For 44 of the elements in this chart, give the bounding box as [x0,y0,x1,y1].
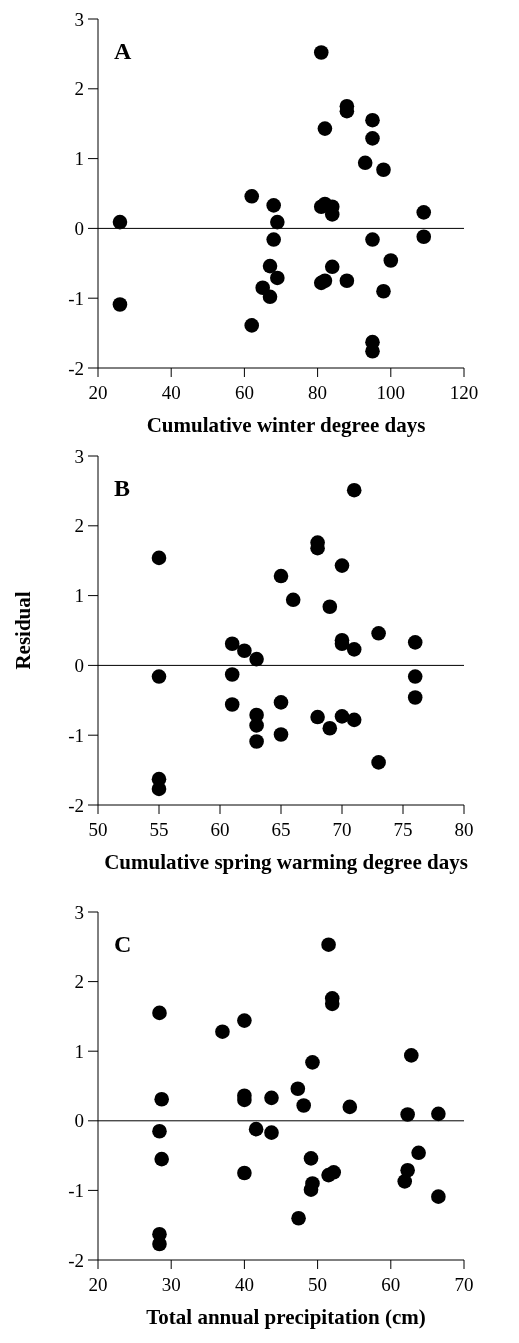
y-tick-label: 2 [74,78,84,100]
x-tick-label: 100 [376,382,406,403]
y-tick-label: 3 [74,445,84,467]
x-tick-label: 40 [234,1274,254,1295]
y-tick-label: -1 [68,287,84,309]
y-tick-label: 3 [74,8,84,30]
x-tick-label: 60 [210,819,230,840]
y-tick-label: 0 [74,218,84,240]
y-axis-title: Residual [11,591,35,670]
x-tick-label: 70 [454,1274,474,1295]
y-tick-label: 2 [74,515,84,537]
x-tick-label: 30 [161,1274,181,1295]
x-tick-label: 40 [161,382,181,403]
y-tick-label: -2 [68,357,84,379]
y-tick-label: 0 [74,655,84,677]
x-tick-label: 55 [149,819,169,840]
x-tick-label: 50 [88,819,108,840]
x-tick-label: 20 [88,382,108,403]
x-axis-title: Cumulative spring warming degree days [104,850,468,874]
x-tick-label: 80 [454,819,474,840]
x-axis-title: Cumulative winter degree days [146,413,426,437]
x-tick-label: 75 [393,819,413,840]
x-tick-label: 80 [308,382,328,403]
x-tick-label: 50 [308,1274,328,1295]
y-tick-label: 1 [74,1040,84,1062]
y-tick-label: 3 [74,901,84,923]
y-tick-label: -2 [68,794,84,816]
y-tick-label: -2 [68,1249,84,1271]
x-tick-label: 60 [381,1274,401,1295]
x-tick-label: 60 [234,382,254,403]
y-tick-label: 0 [74,1110,84,1132]
y-tick-label: 1 [74,585,84,607]
y-tick-label: 2 [74,971,84,993]
y-tick-label: 1 [74,148,84,170]
y-tick-label: -1 [68,1180,84,1202]
x-tick-label: 70 [332,819,352,840]
y-tick-label: -1 [68,724,84,746]
x-tick-label: 65 [271,819,291,840]
x-tick-label: 20 [88,1274,108,1295]
annotation: B [114,475,131,501]
x-axis-title: Total annual precipitation (cm) [146,1305,426,1329]
annotation: A [114,38,132,64]
x-tick-label: 120 [449,382,479,403]
annotation: C [114,931,132,957]
